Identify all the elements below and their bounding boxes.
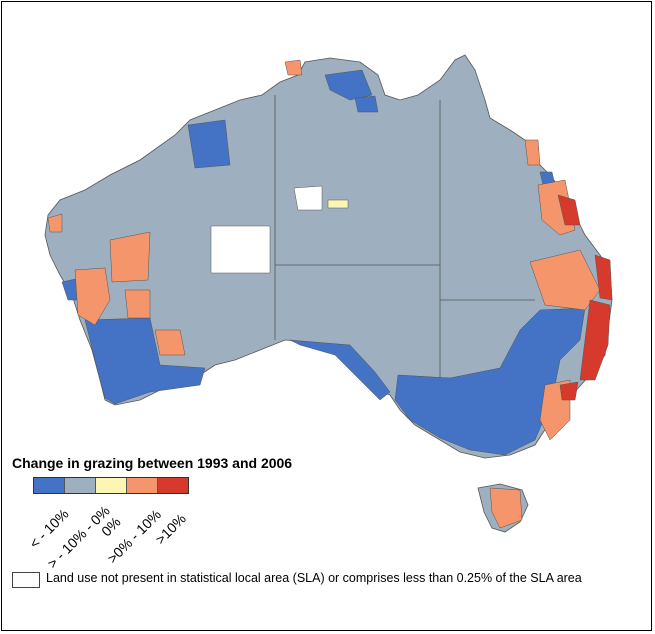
swatch-decline-strong bbox=[34, 478, 65, 493]
decline-regions bbox=[61, 69, 586, 456]
legend-swatches bbox=[33, 477, 189, 494]
no-change-region bbox=[327, 199, 349, 209]
not-present-regions bbox=[210, 185, 323, 274]
legend-title: Change in grazing between 1993 and 2006 bbox=[12, 455, 293, 471]
legend-note-swatch bbox=[12, 572, 40, 588]
swatch-decline bbox=[65, 478, 96, 493]
legend-note: Land use not present in statistical loca… bbox=[46, 571, 582, 585]
swatch-increase-strong bbox=[158, 478, 188, 493]
swatch-increase bbox=[127, 478, 158, 493]
swatch-no-change bbox=[96, 478, 127, 493]
strong-increase-regions bbox=[557, 194, 613, 401]
